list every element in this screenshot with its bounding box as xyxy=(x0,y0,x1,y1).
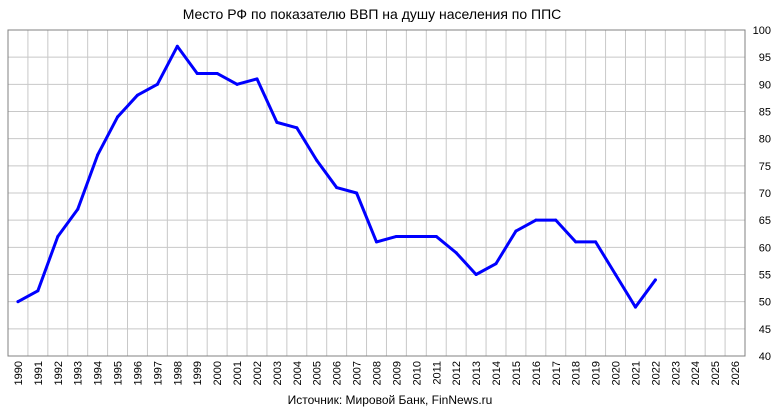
data-point-2017 xyxy=(554,218,558,222)
data-point-2001 xyxy=(235,82,239,86)
x-tick-label: 2003 xyxy=(272,361,284,385)
y-tick-label: 50 xyxy=(759,297,771,309)
data-point-2002 xyxy=(255,77,259,81)
x-tick-label: 1992 xyxy=(53,361,65,385)
data-point-2010 xyxy=(414,234,418,238)
data-point-2004 xyxy=(295,126,299,130)
x-tick-label: 1993 xyxy=(73,361,85,385)
y-tick-label: 95 xyxy=(759,52,771,64)
x-tick-label: 2009 xyxy=(391,361,403,385)
data-point-1998 xyxy=(175,44,179,48)
x-tick-label: 2015 xyxy=(511,361,523,385)
x-tick-label: 2021 xyxy=(630,361,642,385)
data-point-1992 xyxy=(56,234,60,238)
data-point-2006 xyxy=(335,186,339,190)
data-point-2000 xyxy=(215,71,219,75)
x-tick-label: 1994 xyxy=(93,361,105,385)
y-tick-label: 100 xyxy=(753,25,771,37)
data-point-2003 xyxy=(275,120,279,124)
x-tick-label: 2019 xyxy=(591,361,603,385)
y-tick-label: 55 xyxy=(759,270,771,282)
x-tick-label: 2012 xyxy=(451,361,463,385)
x-tick-label: 2017 xyxy=(551,361,563,385)
y-tick-label: 40 xyxy=(759,351,771,363)
data-point-2014 xyxy=(494,262,498,266)
y-tick-label: 45 xyxy=(759,324,771,336)
x-tick-label: 2005 xyxy=(312,361,324,385)
x-tick-label: 2026 xyxy=(730,361,742,385)
data-point-2020 xyxy=(614,273,618,276)
x-tick-label: 2020 xyxy=(611,361,623,385)
data-point-2021 xyxy=(633,305,637,309)
data-point-2005 xyxy=(315,158,319,162)
x-tick-label: 1999 xyxy=(192,361,204,385)
x-tick-label: 2011 xyxy=(431,361,443,385)
data-point-2009 xyxy=(394,234,398,238)
x-tick-label: 2010 xyxy=(411,361,423,385)
y-tick-label: 65 xyxy=(759,215,771,227)
x-tick-label: 2002 xyxy=(252,361,264,385)
x-tick-label: 1998 xyxy=(172,361,184,385)
y-axis: 40 45 50 55 60 65 70 75 80 85 90 95 100 xyxy=(753,25,771,363)
x-tick-label: 2008 xyxy=(372,361,384,385)
series-line xyxy=(16,44,657,309)
x-tick-label: 1991 xyxy=(33,361,45,385)
x-tick-label: 2004 xyxy=(292,361,304,385)
data-point-1994 xyxy=(96,153,100,157)
y-tick-label: 70 xyxy=(759,188,771,200)
chart-source: Источник: Мировой Банк, FinNews.ru xyxy=(288,393,493,407)
data-point-2016 xyxy=(534,218,538,222)
x-tick-label: 2000 xyxy=(212,361,224,385)
x-tick-label: 2018 xyxy=(571,361,583,385)
data-point-2011 xyxy=(434,234,438,238)
grid xyxy=(8,29,745,357)
data-point-2008 xyxy=(375,240,378,244)
x-tick-label: 1995 xyxy=(113,361,125,385)
data-point-2007 xyxy=(355,191,359,195)
data-point-1997 xyxy=(155,82,159,86)
y-tick-label: 90 xyxy=(759,79,771,91)
chart-title: Место РФ по показателю ВВП на душу насел… xyxy=(183,6,562,22)
data-point-2019 xyxy=(594,240,598,244)
x-tick-label: 2014 xyxy=(491,361,503,385)
y-tick-label: 60 xyxy=(759,242,771,254)
x-axis: 1990 1991 1992 1993 1994 1995 1996 1997 1998 1999… xyxy=(13,361,742,385)
x-tick-label: 2001 xyxy=(232,361,244,385)
x-tick-label: 2023 xyxy=(670,361,682,385)
data-point-1999 xyxy=(195,71,199,75)
x-tick-label: 2013 xyxy=(471,361,483,385)
data-point-1996 xyxy=(135,93,139,97)
data-point-1990 xyxy=(16,300,20,304)
series-group xyxy=(16,44,657,309)
x-tick-label: 2006 xyxy=(332,361,344,385)
data-point-2022 xyxy=(653,278,657,282)
y-tick-label: 80 xyxy=(759,134,771,146)
data-point-1993 xyxy=(76,207,80,211)
x-tick-label: 2016 xyxy=(531,361,543,385)
x-tick-label: 2022 xyxy=(650,361,662,385)
data-point-2015 xyxy=(514,229,518,233)
data-point-2013 xyxy=(474,273,478,276)
y-tick-label: 75 xyxy=(759,161,771,173)
y-tick-label: 85 xyxy=(759,107,771,119)
data-point-1991 xyxy=(36,289,40,293)
x-tick-label: 1996 xyxy=(132,361,144,385)
x-tick-label: 2025 xyxy=(710,361,722,385)
x-tick-label: 2007 xyxy=(352,361,364,385)
x-tick-label: 1997 xyxy=(152,361,164,385)
plot-area xyxy=(7,29,746,357)
data-point-2012 xyxy=(454,251,458,255)
data-point-2018 xyxy=(574,240,578,244)
data-point-1995 xyxy=(116,115,120,119)
x-tick-label: 1990 xyxy=(13,361,25,385)
x-tick-label: 2024 xyxy=(690,361,702,385)
